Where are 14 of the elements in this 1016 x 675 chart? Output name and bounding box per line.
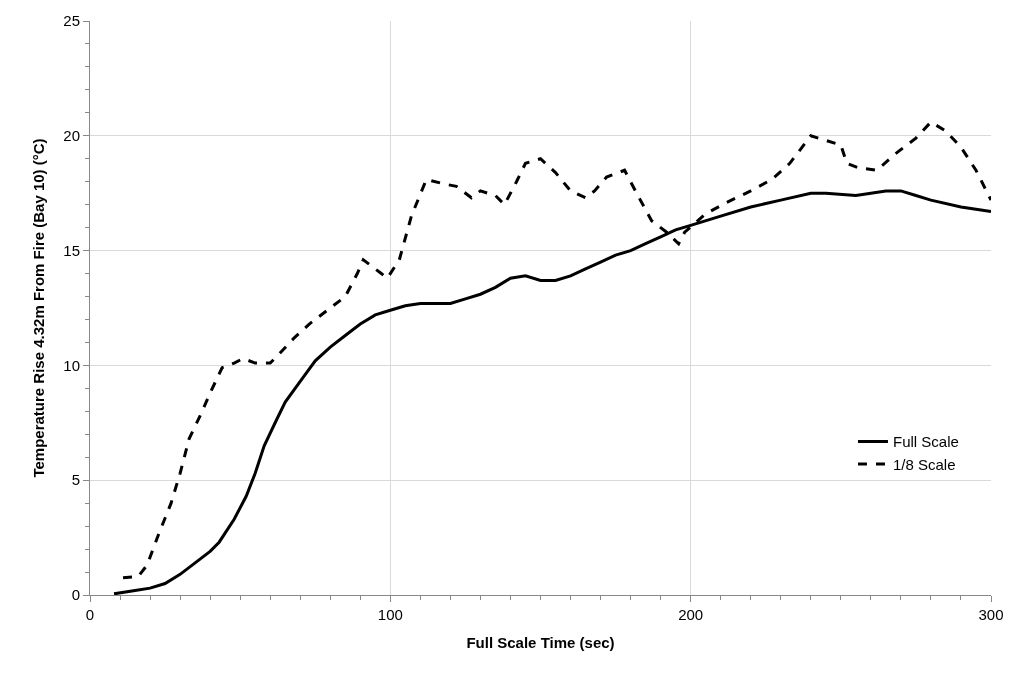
y-tick-label: 20 — [63, 127, 80, 145]
x-axis-title: Full Scale Time (sec) — [466, 634, 615, 651]
x-tick-label: 0 — [85, 606, 95, 623]
y-tick-label: 5 — [71, 471, 80, 489]
y-tick-label: 25 — [63, 12, 80, 30]
y-tick-label: 10 — [63, 356, 80, 374]
y-tick-label: 0 — [71, 586, 80, 604]
x-tick-label: 100 — [377, 606, 403, 623]
legend-label: 1/8 Scale — [892, 455, 956, 473]
y-tick-label: 15 — [63, 241, 80, 259]
legend-label: Full Scale — [892, 433, 959, 451]
y-axis-title: Temperature Rise 4.32m From Fire (Bay 10) (°C) — [29, 138, 47, 478]
x-tick-label: 300 — [978, 606, 1004, 623]
x-tick-label: 200 — [678, 606, 704, 623]
